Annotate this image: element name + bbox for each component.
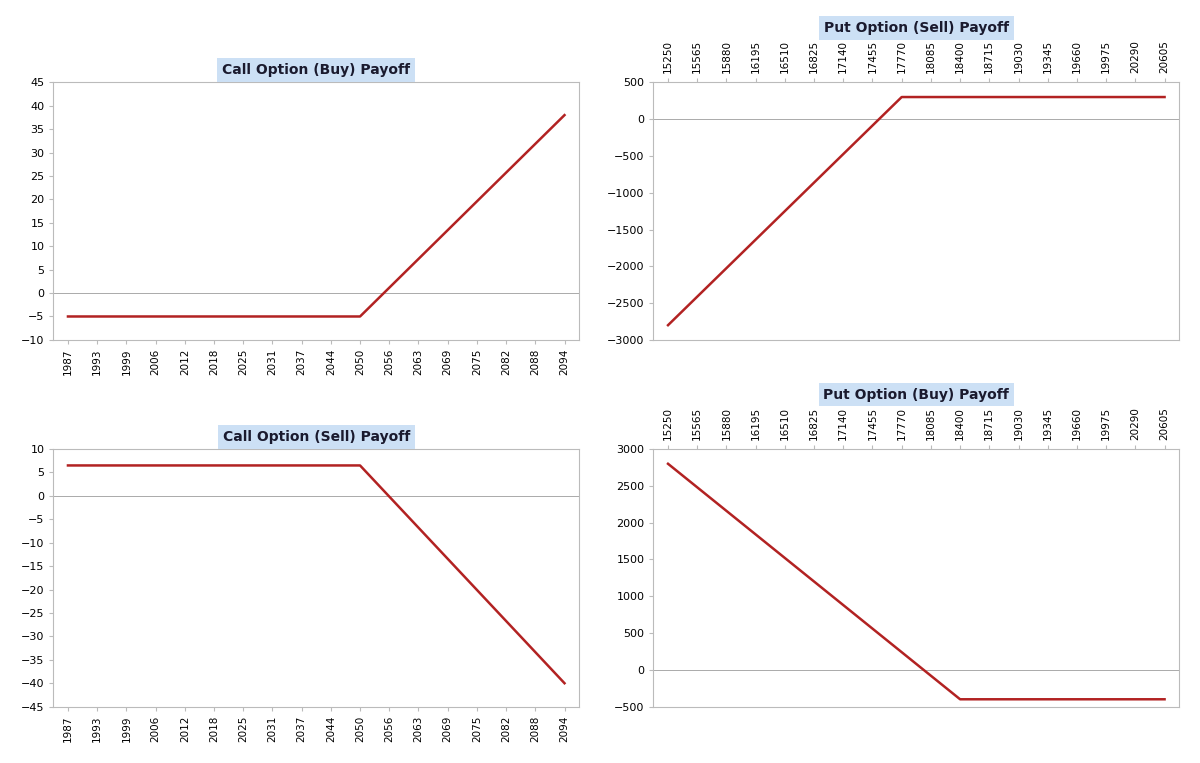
Title: Call Option (Buy) Payoff: Call Option (Buy) Payoff (222, 63, 410, 77)
Title: Put Option (Sell) Payoff: Put Option (Sell) Payoff (823, 21, 1009, 35)
Title: Call Option (Sell) Payoff: Call Option (Sell) Payoff (223, 430, 410, 444)
Title: Put Option (Buy) Payoff: Put Option (Buy) Payoff (823, 388, 1009, 401)
